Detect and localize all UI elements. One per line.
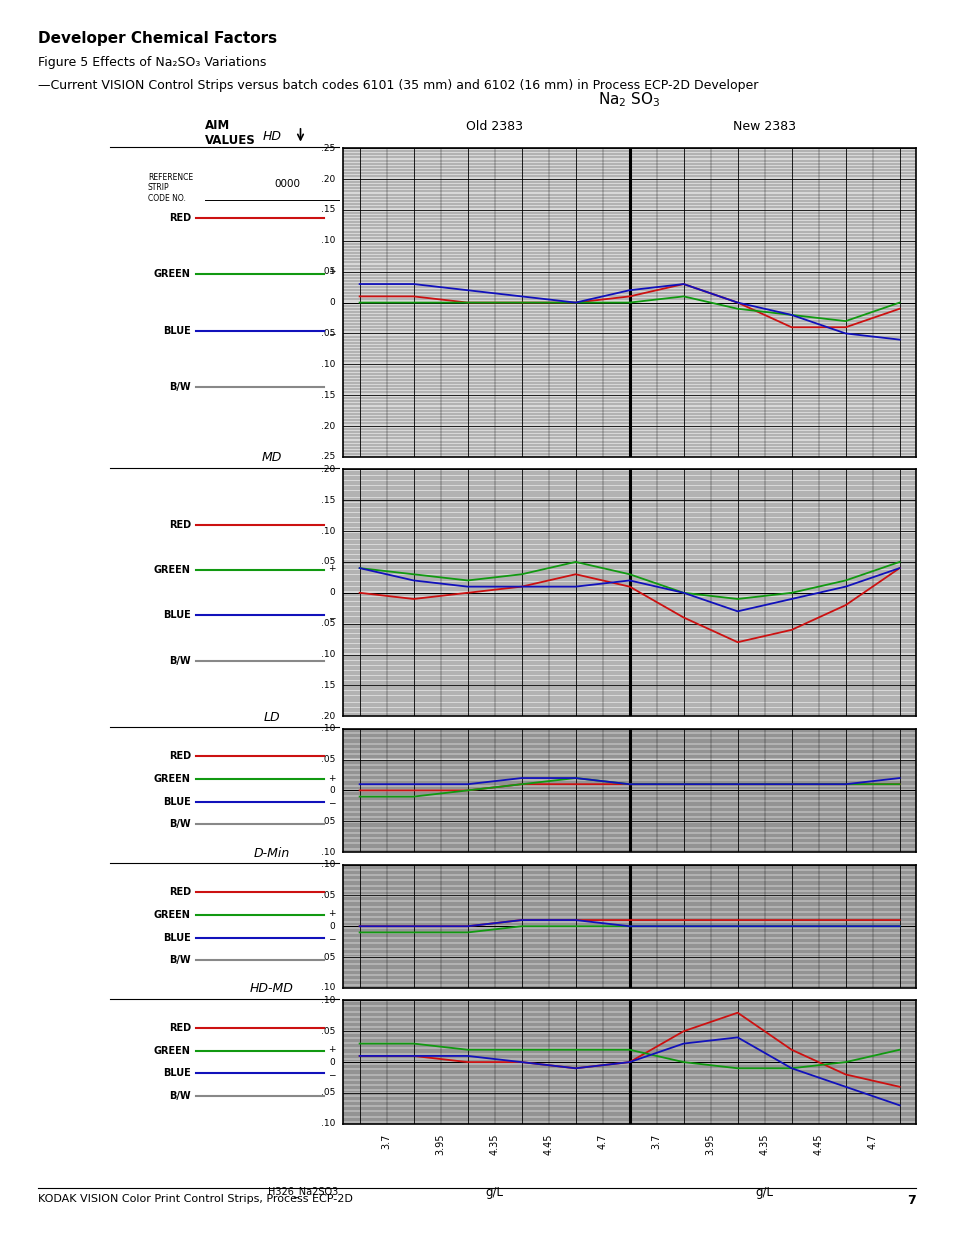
Text: g/L: g/L	[755, 1186, 773, 1199]
Text: BLUE: BLUE	[163, 326, 191, 336]
Text: .05: .05	[320, 1026, 335, 1036]
Text: −: −	[328, 329, 335, 338]
Text: HD-MD: HD-MD	[250, 982, 294, 995]
Text: .05: .05	[320, 619, 335, 629]
Text: 0: 0	[329, 298, 335, 308]
Text: GREEN: GREEN	[153, 269, 191, 279]
Text: .10: .10	[320, 860, 335, 869]
Text: .15: .15	[320, 495, 335, 505]
Text: 0000: 0000	[274, 179, 300, 189]
Text: B/W: B/W	[169, 383, 191, 393]
Text: H326_Na2SO3: H326_Na2SO3	[268, 1186, 338, 1197]
Text: .10: .10	[320, 995, 335, 1005]
Text: RED: RED	[169, 212, 191, 222]
Text: .20: .20	[321, 711, 335, 721]
Text: HD: HD	[262, 130, 281, 143]
Text: BLUE: BLUE	[163, 932, 191, 942]
Text: Developer Chemical Factors: Developer Chemical Factors	[38, 31, 277, 46]
Text: LD: LD	[263, 710, 280, 724]
Text: RED: RED	[169, 1023, 191, 1034]
Text: 0: 0	[329, 1057, 335, 1067]
Text: 4.35: 4.35	[759, 1134, 769, 1155]
Text: GREEN: GREEN	[153, 1046, 191, 1056]
Text: .10: .10	[320, 650, 335, 659]
Text: New 2383: New 2383	[732, 120, 796, 133]
Text: 0: 0	[329, 785, 335, 795]
Text: D-Min: D-Min	[253, 846, 290, 860]
Text: MD: MD	[261, 451, 282, 464]
Text: .20: .20	[321, 464, 335, 474]
Text: B/W: B/W	[169, 1091, 191, 1102]
Text: .10: .10	[320, 1119, 335, 1129]
Text: RED: RED	[169, 887, 191, 898]
Text: .10: .10	[320, 724, 335, 734]
Text: AIM
VALUES: AIM VALUES	[205, 119, 255, 147]
Text: g/L: g/L	[485, 1186, 503, 1199]
Text: —Current VISION Control Strips versus batch codes 6101 (35 mm) and 6102 (16 mm) : —Current VISION Control Strips versus ba…	[38, 79, 758, 93]
Text: Na$_2$ SO$_3$: Na$_2$ SO$_3$	[598, 90, 660, 109]
Text: .20: .20	[321, 174, 335, 184]
Text: RED: RED	[169, 751, 191, 762]
Text: BLUE: BLUE	[163, 797, 191, 806]
Text: REFERENCE
STRIP
CODE NO.: REFERENCE STRIP CODE NO.	[148, 173, 193, 203]
Text: 4.45: 4.45	[543, 1134, 553, 1155]
Text: 0: 0	[329, 921, 335, 931]
Text: .10: .10	[320, 526, 335, 536]
Text: 3.95: 3.95	[705, 1134, 715, 1155]
Text: 4.35: 4.35	[489, 1134, 499, 1155]
Text: .10: .10	[320, 236, 335, 246]
Text: .15: .15	[320, 205, 335, 215]
Text: 3.7: 3.7	[651, 1134, 661, 1149]
Text: B/W: B/W	[169, 819, 191, 830]
Text: BLUE: BLUE	[163, 1068, 191, 1078]
Text: .10: .10	[320, 359, 335, 369]
Text: +: +	[328, 909, 335, 919]
Text: 4.7: 4.7	[866, 1134, 877, 1149]
Text: .15: .15	[320, 390, 335, 400]
Text: GREEN: GREEN	[153, 774, 191, 784]
Text: KODAK VISION Color Print Control Strips, Process ECP-2D: KODAK VISION Color Print Control Strips,…	[38, 1194, 353, 1204]
Text: 0: 0	[329, 588, 335, 598]
Text: B/W: B/W	[169, 955, 191, 966]
Text: BLUE: BLUE	[163, 610, 191, 620]
Text: .05: .05	[320, 267, 335, 277]
Text: +: +	[328, 267, 335, 277]
Text: .25: .25	[321, 143, 335, 153]
Text: +: +	[328, 773, 335, 783]
Text: .05: .05	[320, 557, 335, 567]
Text: .05: .05	[320, 952, 335, 962]
Text: .25: .25	[321, 452, 335, 462]
Text: 3.7: 3.7	[381, 1134, 392, 1149]
Text: GREEN: GREEN	[153, 566, 191, 576]
Text: .05: .05	[320, 755, 335, 764]
Text: .10: .10	[320, 847, 335, 857]
Text: −: −	[328, 934, 335, 944]
Text: 3.95: 3.95	[436, 1134, 445, 1155]
Text: 4.45: 4.45	[813, 1134, 822, 1155]
Text: −: −	[328, 1070, 335, 1079]
Text: B/W: B/W	[169, 656, 191, 666]
Text: .05: .05	[320, 329, 335, 338]
Text: 4.7: 4.7	[597, 1134, 607, 1149]
Text: RED: RED	[169, 520, 191, 530]
Text: Figure 5 Effects of Na₂SO₃ Variations: Figure 5 Effects of Na₂SO₃ Variations	[38, 56, 266, 69]
Text: .05: .05	[320, 816, 335, 826]
Text: +: +	[328, 1045, 335, 1055]
Text: .05: .05	[320, 890, 335, 900]
Text: 7: 7	[906, 1194, 915, 1208]
Text: .15: .15	[320, 680, 335, 690]
Text: −: −	[328, 613, 335, 622]
Text: .05: .05	[320, 1088, 335, 1098]
Text: −: −	[328, 798, 335, 808]
Text: GREEN: GREEN	[153, 910, 191, 920]
Text: .20: .20	[321, 421, 335, 431]
Text: +: +	[328, 563, 335, 573]
Text: .10: .10	[320, 983, 335, 993]
Text: Old 2383: Old 2383	[466, 120, 522, 133]
